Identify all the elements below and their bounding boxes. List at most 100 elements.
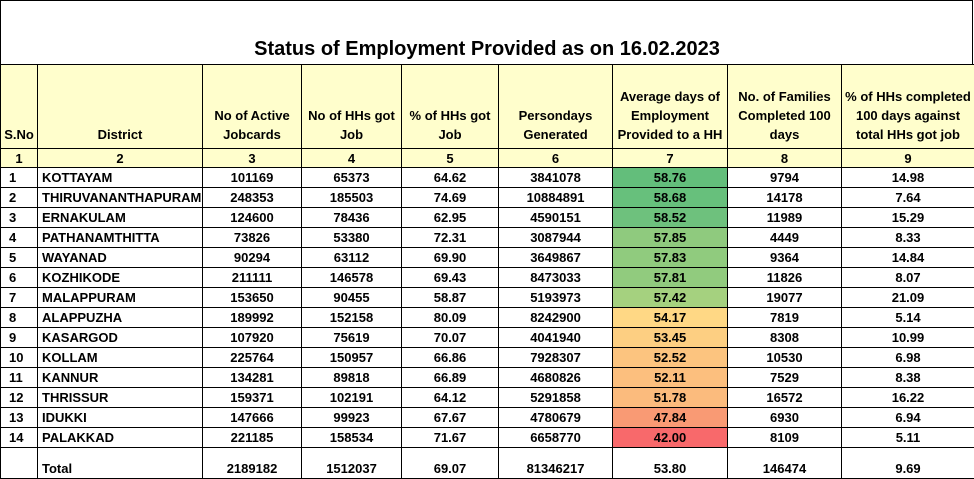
colnum-7: 7	[613, 149, 728, 168]
cell-persondays: 4590151	[499, 208, 613, 228]
cell-pct-job: 70.07	[402, 328, 499, 348]
cell-persondays: 4780679	[499, 408, 613, 428]
cell-avg-days: 57.81	[613, 268, 728, 288]
cell-sno: 12	[1, 388, 38, 408]
cell-pct-job: 58.87	[402, 288, 499, 308]
total-pct-job: 69.07	[402, 448, 499, 479]
cell-district: THRISSUR	[38, 388, 203, 408]
cell-district: ALAPPUZHA	[38, 308, 203, 328]
cell-sno: 11	[1, 368, 38, 388]
cell-jobcards: 248353	[203, 188, 302, 208]
cell-hhs-job: 158534	[302, 428, 402, 448]
cell-persondays: 5193973	[499, 288, 613, 308]
cell-families-100: 11826	[728, 268, 842, 288]
cell-avg-days: 58.68	[613, 188, 728, 208]
cell-district: ERNAKULAM	[38, 208, 203, 228]
cell-pct-100: 8.07	[842, 268, 974, 288]
total-jobcards: 2189182	[203, 448, 302, 479]
header-families-100: No. of Families Completed 100 days	[728, 65, 842, 149]
cell-pct-job: 69.90	[402, 248, 499, 268]
total-persondays: 81346217	[499, 448, 613, 479]
cell-pct-100: 10.99	[842, 328, 974, 348]
cell-pct-100: 8.38	[842, 368, 974, 388]
cell-district: PALAKKAD	[38, 428, 203, 448]
cell-avg-days: 57.83	[613, 248, 728, 268]
cell-sno: 9	[1, 328, 38, 348]
cell-hhs-job: 53380	[302, 228, 402, 248]
cell-sno: 8	[1, 308, 38, 328]
header-pct-100: % of HHs completed 100 days against tota…	[842, 65, 974, 149]
employment-table: S.No District No of Active Jobcards No o…	[0, 64, 974, 479]
cell-persondays: 8473033	[499, 268, 613, 288]
cell-persondays: 5291858	[499, 388, 613, 408]
cell-pct-job: 62.95	[402, 208, 499, 228]
cell-avg-days: 58.52	[613, 208, 728, 228]
cell-hhs-job: 75619	[302, 328, 402, 348]
cell-pct-job: 64.62	[402, 168, 499, 188]
colnum-8: 8	[728, 149, 842, 168]
cell-pct-job: 67.67	[402, 408, 499, 428]
cell-district: KOLLAM	[38, 348, 203, 368]
total-avg-days: 53.80	[613, 448, 728, 479]
cell-avg-days: 53.45	[613, 328, 728, 348]
cell-persondays: 6658770	[499, 428, 613, 448]
total-pct-100: 9.69	[842, 448, 974, 479]
cell-avg-days: 52.52	[613, 348, 728, 368]
column-number-row: 1 2 3 4 5 6 7 8 9	[1, 149, 974, 168]
cell-avg-days: 57.42	[613, 288, 728, 308]
cell-district: KOTTAYAM	[38, 168, 203, 188]
cell-hhs-job: 65373	[302, 168, 402, 188]
cell-jobcards: 189992	[203, 308, 302, 328]
colnum-4: 4	[302, 149, 402, 168]
cell-pct-job: 74.69	[402, 188, 499, 208]
cell-district: IDUKKI	[38, 408, 203, 428]
cell-avg-days: 57.85	[613, 228, 728, 248]
cell-jobcards: 225764	[203, 348, 302, 368]
cell-families-100: 19077	[728, 288, 842, 308]
header-row: S.No District No of Active Jobcards No o…	[1, 65, 974, 149]
cell-avg-days: 52.11	[613, 368, 728, 388]
cell-hhs-job: 78436	[302, 208, 402, 228]
total-families-100: 146474	[728, 448, 842, 479]
cell-sno: 4	[1, 228, 38, 248]
cell-district: WAYANAD	[38, 248, 203, 268]
cell-hhs-job: 89818	[302, 368, 402, 388]
colnum-9: 9	[842, 149, 974, 168]
cell-jobcards: 153650	[203, 288, 302, 308]
cell-pct-100: 14.84	[842, 248, 974, 268]
cell-pct-100: 6.94	[842, 408, 974, 428]
cell-pct-100: 5.14	[842, 308, 974, 328]
total-blank	[1, 448, 38, 479]
total-label: Total	[38, 448, 203, 479]
cell-district: PATHANAMTHITTA	[38, 228, 203, 248]
cell-pct-job: 64.12	[402, 388, 499, 408]
header-pct-job: % of HHs got Job	[402, 65, 499, 149]
colnum-6: 6	[499, 149, 613, 168]
header-district: District	[38, 65, 203, 149]
cell-families-100: 10530	[728, 348, 842, 368]
cell-jobcards: 134281	[203, 368, 302, 388]
cell-jobcards: 90294	[203, 248, 302, 268]
cell-persondays: 10884891	[499, 188, 613, 208]
sheet-title: Status of Employment Provided as on 16.0…	[0, 38, 974, 61]
cell-families-100: 8308	[728, 328, 842, 348]
cell-sno: 6	[1, 268, 38, 288]
cell-persondays: 4680826	[499, 368, 613, 388]
cell-pct-100: 7.64	[842, 188, 974, 208]
cell-pct-100: 21.09	[842, 288, 974, 308]
cell-pct-100: 15.29	[842, 208, 974, 228]
cell-sno: 10	[1, 348, 38, 368]
cell-jobcards: 159371	[203, 388, 302, 408]
cell-avg-days: 51.78	[613, 388, 728, 408]
header-avg-days: Average days of Employment Provided to a…	[613, 65, 728, 149]
cell-families-100: 9364	[728, 248, 842, 268]
